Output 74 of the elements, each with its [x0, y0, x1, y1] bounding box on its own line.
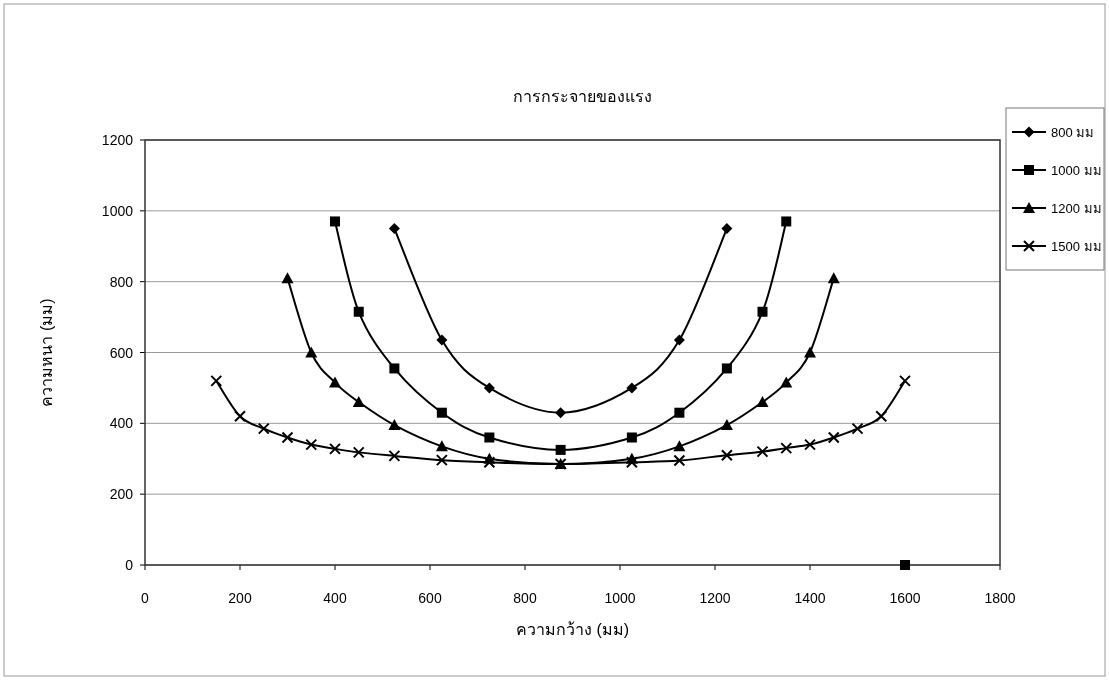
point	[781, 216, 792, 227]
point	[625, 456, 638, 469]
point	[626, 382, 638, 394]
point	[234, 410, 246, 423]
point	[899, 374, 911, 387]
x-tick-label: 200	[228, 590, 252, 606]
x-tick-label: 600	[418, 590, 442, 606]
legend-label: 1200 มม	[1051, 201, 1102, 216]
point	[435, 440, 448, 452]
y-axis-title: ความหนา (มม)	[38, 298, 55, 407]
x-tick-label: 1800	[984, 590, 1016, 606]
point	[388, 449, 401, 462]
x-axis-title: ความกว้าง (มม)	[515, 621, 630, 638]
point	[436, 334, 448, 346]
point	[388, 419, 401, 431]
point	[673, 454, 686, 467]
point	[555, 444, 566, 455]
point	[210, 374, 223, 387]
point	[483, 382, 495, 394]
legend-label: 1000 มม	[1051, 163, 1102, 178]
point	[720, 449, 733, 462]
point	[720, 419, 733, 431]
x-tick-label: 800	[513, 590, 537, 606]
point	[436, 407, 447, 418]
x-tick-label: 1600	[889, 590, 921, 606]
point	[352, 446, 365, 459]
x-tick-label: 1200	[699, 590, 731, 606]
point	[780, 442, 793, 455]
point	[484, 432, 495, 443]
point	[673, 334, 685, 346]
x-tick-label: 0	[141, 590, 150, 606]
point	[483, 456, 496, 469]
x-tick-label: 1000	[604, 590, 636, 606]
y-tick-label: 800	[109, 273, 134, 290]
legend-label: 800 มม	[1051, 125, 1095, 140]
point	[674, 407, 685, 418]
point	[330, 216, 340, 227]
legend-label: 1500 มม	[1051, 239, 1102, 254]
point	[281, 431, 294, 444]
point	[388, 223, 400, 235]
point	[756, 396, 769, 408]
point	[721, 363, 732, 374]
y-tick-label: 1000	[101, 202, 134, 219]
point	[756, 445, 769, 458]
y-tick-label: 1200	[101, 132, 134, 148]
y-tick-label: 400	[109, 415, 134, 432]
y-tick-label: 0	[125, 557, 134, 573]
point	[875, 410, 888, 423]
point	[626, 432, 637, 443]
point	[305, 438, 318, 451]
point	[804, 438, 816, 451]
point	[827, 431, 840, 444]
point	[851, 422, 864, 435]
point	[305, 346, 318, 358]
point	[827, 272, 840, 284]
point	[435, 454, 448, 467]
y-tick-label: 200	[109, 486, 134, 503]
point	[673, 440, 686, 452]
point	[329, 442, 341, 455]
point	[389, 363, 400, 374]
chart-title: การกระจายของแรง	[513, 88, 652, 105]
point	[353, 306, 364, 317]
y-tick-label: 600	[109, 344, 134, 361]
point	[352, 396, 365, 408]
x-tick-label: 400	[323, 590, 347, 606]
point	[721, 223, 733, 235]
point	[257, 422, 270, 435]
point	[329, 376, 341, 388]
point	[757, 306, 768, 317]
point	[281, 272, 294, 284]
point	[780, 376, 793, 388]
point	[804, 346, 816, 358]
x-tick-label: 1400	[794, 590, 826, 606]
point	[555, 407, 567, 419]
